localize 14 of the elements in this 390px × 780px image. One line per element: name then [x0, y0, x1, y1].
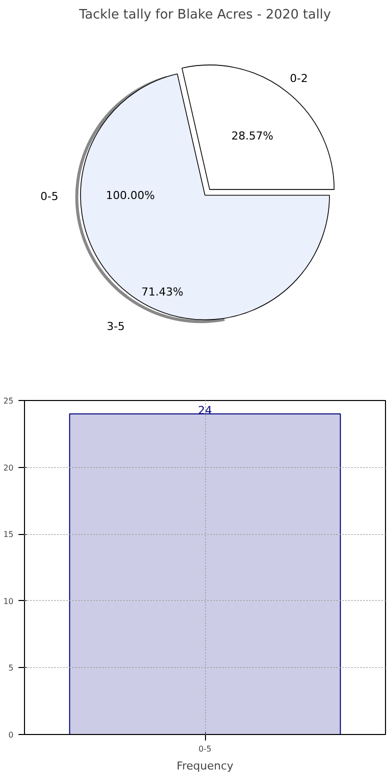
data-label: 28.57% [231, 130, 274, 143]
text: 100.00% [106, 188, 155, 202]
text: 0-5 [40, 190, 58, 203]
x-axis-title: Frequency [176, 760, 234, 772]
data-label: 71.43% [141, 286, 184, 299]
y-tick-label: 25 [3, 396, 14, 406]
chart-title: Tackle tally for Blake Acres - 2020 tally [78, 8, 332, 22]
slice-label: 0-2 [290, 72, 308, 86]
slice-label: 3-5 [106, 320, 125, 334]
y-tick-label: 15 [3, 530, 14, 540]
y-tick-label: 0 [8, 730, 14, 740]
y-tick-label: 5 [8, 664, 14, 673]
y-tick-label: 20 [3, 463, 14, 472]
y-tick-label: 10 [3, 596, 14, 606]
